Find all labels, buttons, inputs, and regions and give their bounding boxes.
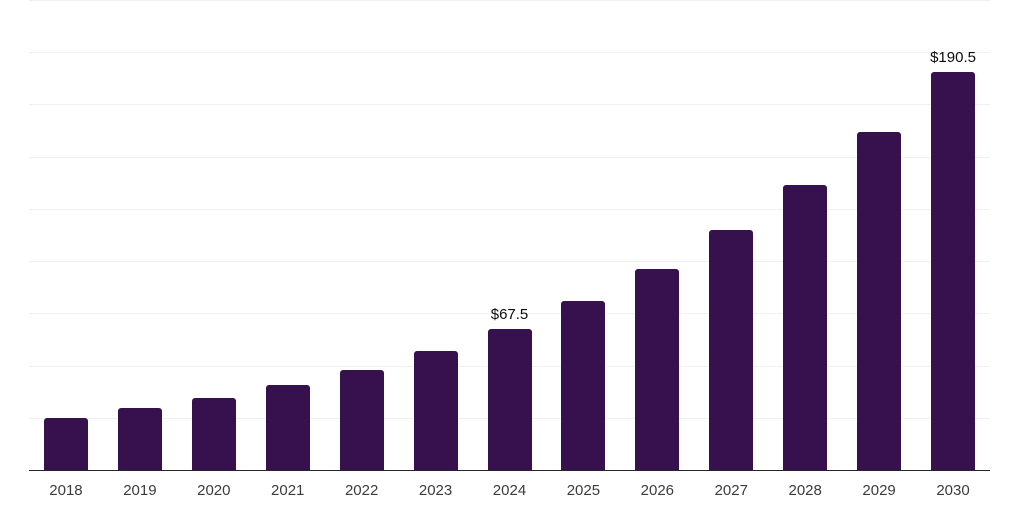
data-label-2030: $190.5	[930, 49, 976, 67]
x-tick-label-2021: 2021	[271, 482, 305, 499]
gridline-75	[29, 313, 990, 315]
x-tick-label-2026: 2026	[640, 482, 675, 499]
x-tick-label-2019: 2019	[123, 482, 157, 499]
bar-2024	[487, 329, 532, 470]
gridline-200	[29, 52, 990, 54]
gridline-125	[29, 208, 990, 210]
bar-2023	[413, 350, 458, 470]
x-tick-label-2030: 2030	[936, 482, 970, 499]
x-tick-label-2027: 2027	[714, 482, 748, 499]
bar-2028	[783, 184, 828, 470]
bar-2022	[339, 370, 384, 470]
x-tick-label-2018: 2018	[49, 482, 83, 499]
gridline-225	[29, 0, 990, 1]
bar-2021	[265, 384, 310, 470]
bar-2026	[635, 269, 680, 470]
bar-2020	[191, 397, 236, 470]
gridline-175	[29, 104, 990, 106]
x-tick-label-2028: 2028	[788, 482, 822, 499]
bar-2030	[931, 72, 976, 470]
data-label-2024: $67.5	[490, 306, 529, 323]
bar-2018	[43, 418, 88, 470]
gridline-150	[29, 156, 990, 158]
x-axis-labels: 2018 2019 2020 2021 2022 2023 2024 2025 2026 2027…	[29, 482, 990, 500]
x-tick-label-2020: 2020	[197, 482, 231, 499]
x-tick-label-2024: 2024	[492, 482, 527, 499]
bar-2019	[117, 407, 162, 470]
bar-2029	[857, 131, 902, 470]
x-tick-label-2023: 2023	[418, 482, 453, 499]
gridline-100	[29, 261, 990, 263]
plot-area: $67.5 $190.5	[29, 0, 990, 471]
x-tick-label-2022: 2022	[344, 482, 379, 499]
x-tick-label-2029: 2029	[862, 482, 896, 499]
bar-2025	[561, 301, 606, 470]
bar-2027	[709, 230, 754, 470]
x-tick-label-2025: 2025	[566, 482, 601, 499]
